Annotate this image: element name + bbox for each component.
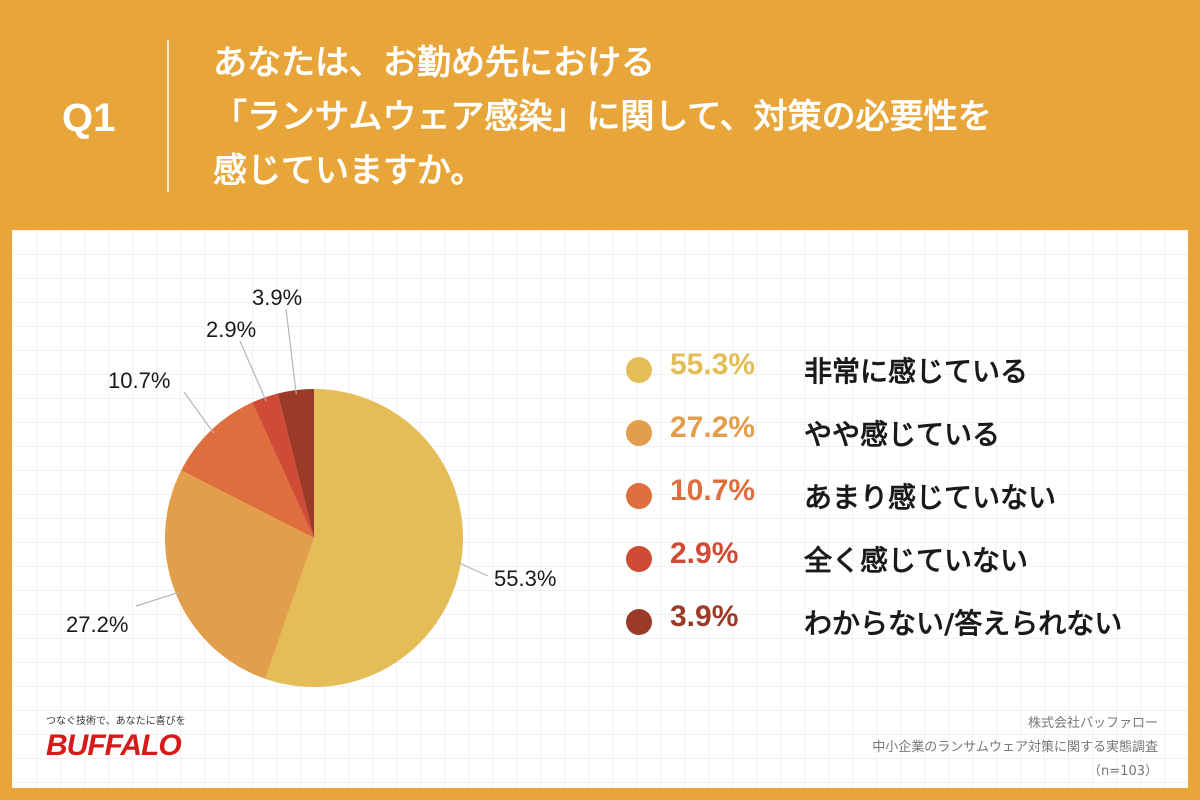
logo-tagline: つなぐ技術で、あなたに喜びを [46,716,186,727]
legend-label: わからない/答えられない [804,607,1123,640]
leader-line [239,340,267,402]
legend-item-not-at-all: 2.9% 全く感じていない [612,533,1172,583]
header-divider [167,40,169,192]
source-note: 株式会社バッファロー 中小企業のランサムウェア対策に関する実態調査 （n=103… [872,712,1158,784]
slice-unknown [277,389,314,538]
legend-value: 2.9% [670,537,739,570]
question-line: 感じていますか。 [213,151,485,191]
data-label: 3.9% [252,285,302,310]
question-text: あなたは、お勤め先における 「ランサムウェア感染」に関して、対策の必要性を 感じ… [213,36,1173,198]
legend-swatch [626,357,652,383]
legend-label: 非常に感じている [804,355,1029,388]
slice-very [265,389,463,687]
legend-item-somewhat: 27.2% やや感じている [612,407,1172,457]
leader-line [285,308,297,395]
slice-not-much [181,402,314,538]
leader-line [183,391,215,434]
question-header: Q1 あなたは、お勤め先における 「ランサムウェア感染」に関して、対策の必要性を… [0,0,1200,230]
legend-item-not-much: 10.7% あまり感じていない [612,470,1172,520]
legend-label: やや感じている [804,418,1001,451]
logo-brand: BUFFALO [46,729,182,762]
data-label: 27.2% [66,612,128,637]
legend-swatch [626,420,652,446]
legend-label: あまり感じていない [804,481,1057,514]
legend-swatch [626,483,652,509]
legend-value: 10.7% [670,474,756,507]
legend-swatch [626,546,652,572]
data-label: 10.7% [108,368,170,393]
source-company: 株式会社バッファロー [1027,716,1158,731]
buffalo-logo: つなぐ技術で、あなたに喜びを BUFFALO [46,712,186,763]
slice-somewhat [164,470,314,679]
legend-item-unknown: 3.9% わからない/答えられない [612,596,1172,646]
legend-value: 55.3% [670,348,756,381]
legend-swatch [626,609,652,635]
legend-value: 27.2% [670,411,756,444]
source-sample: （n=103） [1088,764,1158,779]
legend-item-very: 55.3% 非常に感じている [612,344,1172,394]
leader-line [135,591,180,607]
legend-value: 3.9% [670,600,739,633]
leader-line [456,561,489,577]
question-line: あなたは、お勤め先における [213,43,655,83]
legend-label: 全く感じていない [804,544,1029,577]
slice-not-at-all [252,393,314,538]
data-label: 2.9% [206,317,256,342]
question-number: Q1 [62,96,116,140]
source-survey: 中小企業のランサムウェア対策に関する実態調査 [872,740,1158,755]
data-label: 55.3% [494,566,556,591]
question-line: 「ランサムウェア感染」に関して、対策の必要性を [213,97,992,137]
